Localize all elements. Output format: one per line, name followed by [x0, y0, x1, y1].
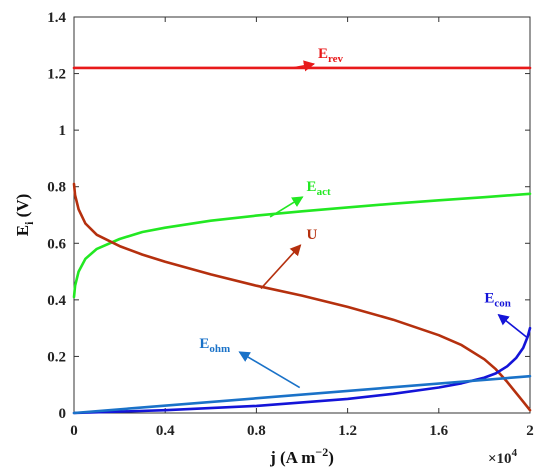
series-line-u — [72, 182, 532, 412]
y-tick-label: 0.8 — [47, 180, 66, 196]
x-tick-label: 0.8 — [247, 423, 266, 439]
y-axis-label-tail: (V) — [13, 194, 32, 222]
x-axis-label-base: j (A m — [269, 448, 315, 467]
y-tick-label: 0.4 — [47, 293, 66, 309]
annotation-arrow-u — [260, 244, 302, 290]
axis-ticks: 0 0.4 0.8 1.2 1.6 2 0 0.2 0.4 0.6 0.8 1 1.2 1.4 — [47, 10, 534, 439]
annotation-label-e-rev: Erev — [318, 46, 344, 65]
annotation-label-e-ohm: Eohm — [199, 336, 230, 355]
y-axis-label-base: E — [13, 225, 32, 236]
annotation-arrow-e-ohm — [238, 351, 301, 389]
x-tick-label: 0.4 — [156, 423, 175, 439]
series-line-e-ohm — [72, 374, 532, 415]
annotation-label-u: U — [307, 227, 318, 243]
y-axis-label: Ei (V) — [13, 194, 36, 237]
y-tick-label: 1.4 — [47, 10, 66, 26]
series-lines — [72, 66, 532, 415]
annotation-arrow-e-act — [269, 196, 304, 218]
annotation-label-e-con: Econ — [484, 291, 511, 310]
x-axis-multiplier: ×104 — [488, 447, 518, 467]
x-tick-label: 1.6 — [429, 423, 448, 439]
annotation-arrow-e-con — [497, 313, 529, 339]
annotation-arrow-e-rev — [292, 60, 316, 72]
x-axis-label-tail: ) — [328, 448, 334, 467]
y-tick-label: 0 — [59, 406, 67, 422]
x-axis-multiplier-exp: 4 — [512, 447, 518, 459]
x-tick-label: 2 — [526, 423, 534, 439]
x-tick-label: 1.2 — [338, 423, 357, 439]
x-axis-multiplier-base: ×10 — [488, 451, 512, 467]
y-tick-label: 0.2 — [47, 349, 66, 365]
y-tick-label: 1 — [59, 123, 67, 139]
y-tick-label: 1.2 — [47, 67, 66, 83]
x-axis-label: j (A m−2) — [269, 445, 334, 467]
series-line-e-con — [72, 326, 532, 415]
y-axis-label-sub: i — [22, 221, 36, 225]
annotations: Erev Eact U Econ Eohm — [199, 46, 529, 389]
x-axis-label-sup: −2 — [315, 445, 328, 459]
annotation-label-e-act: Eact — [307, 179, 331, 198]
y-tick-label: 0.6 — [47, 236, 66, 252]
series-line-e-act — [72, 192, 532, 299]
plot-frame — [73, 16, 531, 414]
x-tick-label: 0 — [70, 423, 78, 439]
